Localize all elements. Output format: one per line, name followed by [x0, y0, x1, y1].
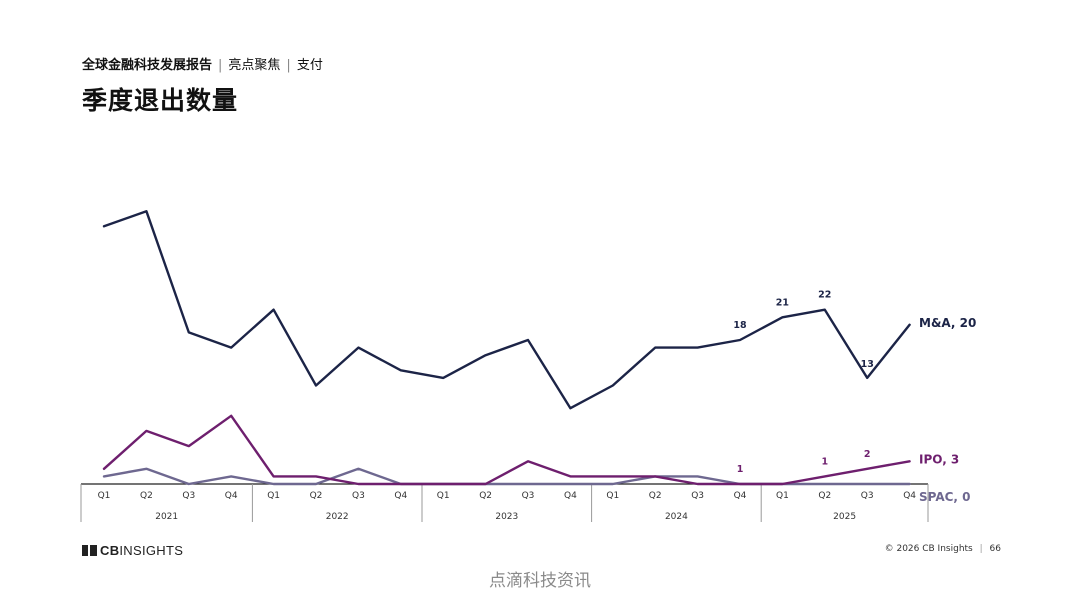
copyright-text: © 2026 CB Insights [884, 544, 973, 554]
page-title: 季度退出数量 [82, 86, 239, 115]
x-tick-label: Q1 [267, 491, 280, 501]
data-label: 1 [821, 456, 828, 467]
x-tick-label: Q4 [225, 491, 238, 501]
year-label: 2022 [326, 512, 349, 522]
x-tick-label: Q4 [734, 491, 747, 501]
x-tick-label: Q1 [776, 491, 789, 501]
series-end-label: SPAC, 0 [919, 490, 971, 504]
year-label: 2024 [665, 512, 688, 522]
series-end-label: IPO, 3 [919, 452, 959, 466]
breadcrumb-section: 亮点聚焦 [228, 58, 281, 73]
year-label: 2025 [833, 512, 856, 522]
x-tick-label: Q4 [564, 491, 577, 501]
breadcrumb-topic: 支付 [296, 58, 323, 73]
logo-prefix: CB [100, 543, 120, 558]
x-tick-label: Q4 [394, 491, 407, 501]
cb-logo-icon [82, 545, 97, 556]
header: 全球金融科技发展报告 | 亮点聚焦 | 支付 季度退出数量 [82, 54, 323, 117]
year-label: 2021 [155, 512, 178, 522]
x-tick-label: Q4 [903, 491, 916, 501]
series-end-label: M&A, 20 [919, 316, 976, 330]
page-number: 66 [989, 544, 1001, 554]
x-tick-label: Q3 [691, 491, 704, 501]
footer-copyright: © 2026 CB Insights | 66 [884, 544, 1001, 554]
x-tick-label: Q2 [649, 491, 662, 501]
x-tick-label: Q3 [522, 491, 535, 501]
x-tick-label: Q3 [182, 491, 195, 501]
x-tick-label: Q3 [861, 491, 874, 501]
breadcrumb-report: 全球金融科技发展报告 [82, 58, 213, 73]
watermark: 点滴科技资讯 [489, 571, 591, 591]
data-label: 2 [864, 449, 871, 460]
data-label: 18 [733, 320, 747, 331]
data-label: 21 [776, 297, 789, 308]
x-tick-label: Q3 [352, 491, 365, 501]
x-tick-label: Q2 [140, 491, 153, 501]
x-tick-label: Q1 [437, 491, 450, 501]
breadcrumb-separator: | [286, 58, 291, 73]
series-line-ma [102, 209, 911, 410]
cb-insights-logo: CB INSIGHTS [82, 543, 183, 558]
breadcrumb: 全球金融科技发展报告 | 亮点聚焦 | 支付 [82, 54, 323, 73]
x-tick-label: Q1 [98, 491, 111, 501]
data-label: 22 [818, 290, 831, 301]
year-label: 2023 [495, 512, 518, 522]
logo-suffix: INSIGHTS [119, 543, 184, 558]
x-tick-label: Q2 [479, 491, 492, 501]
series-line-ipo [102, 414, 911, 486]
x-tick-label: Q2 [818, 491, 831, 501]
data-label: 13 [861, 359, 874, 370]
breadcrumb-separator: | [218, 58, 223, 73]
data-label: 1 [737, 464, 744, 475]
x-tick-label: Q1 [606, 491, 619, 501]
x-tick-label: Q2 [310, 491, 323, 501]
